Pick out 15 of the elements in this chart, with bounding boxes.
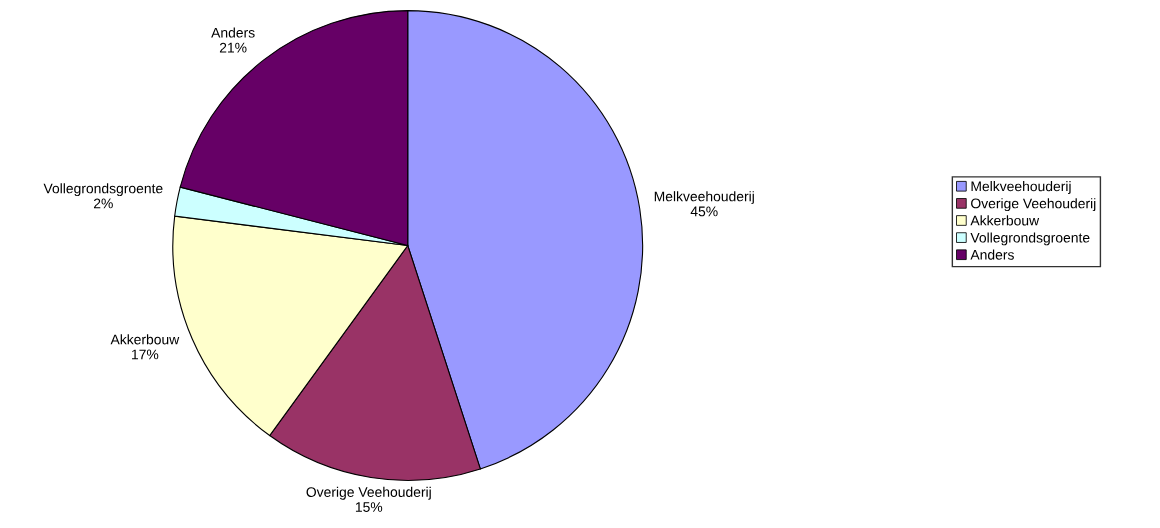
- slice-label: Vollegrondsgroente: [43, 183, 163, 197]
- legend-label: Vollegrondsgroente: [970, 232, 1090, 246]
- legend-label: Melkveehouderij: [971, 181, 1071, 195]
- slice-label: Anders: [211, 27, 255, 38]
- legend-label: Anders: [970, 249, 1014, 260]
- slice-label: Akkerbouw: [110, 334, 180, 345]
- data-label: 45%: [690, 206, 718, 217]
- legend-label: Overige Veehouderij: [971, 198, 1096, 212]
- slice-label: Overige Veehouderij: [306, 486, 431, 500]
- data-label: 15%: [355, 502, 383, 512]
- legend-label: Akkerbouw: [970, 215, 1040, 226]
- data-label: 2%: [93, 198, 113, 209]
- data-label: 21%: [219, 42, 247, 53]
- data-label: 17%: [132, 349, 159, 360]
- slice-label: Melkveehouderij: [654, 191, 754, 205]
